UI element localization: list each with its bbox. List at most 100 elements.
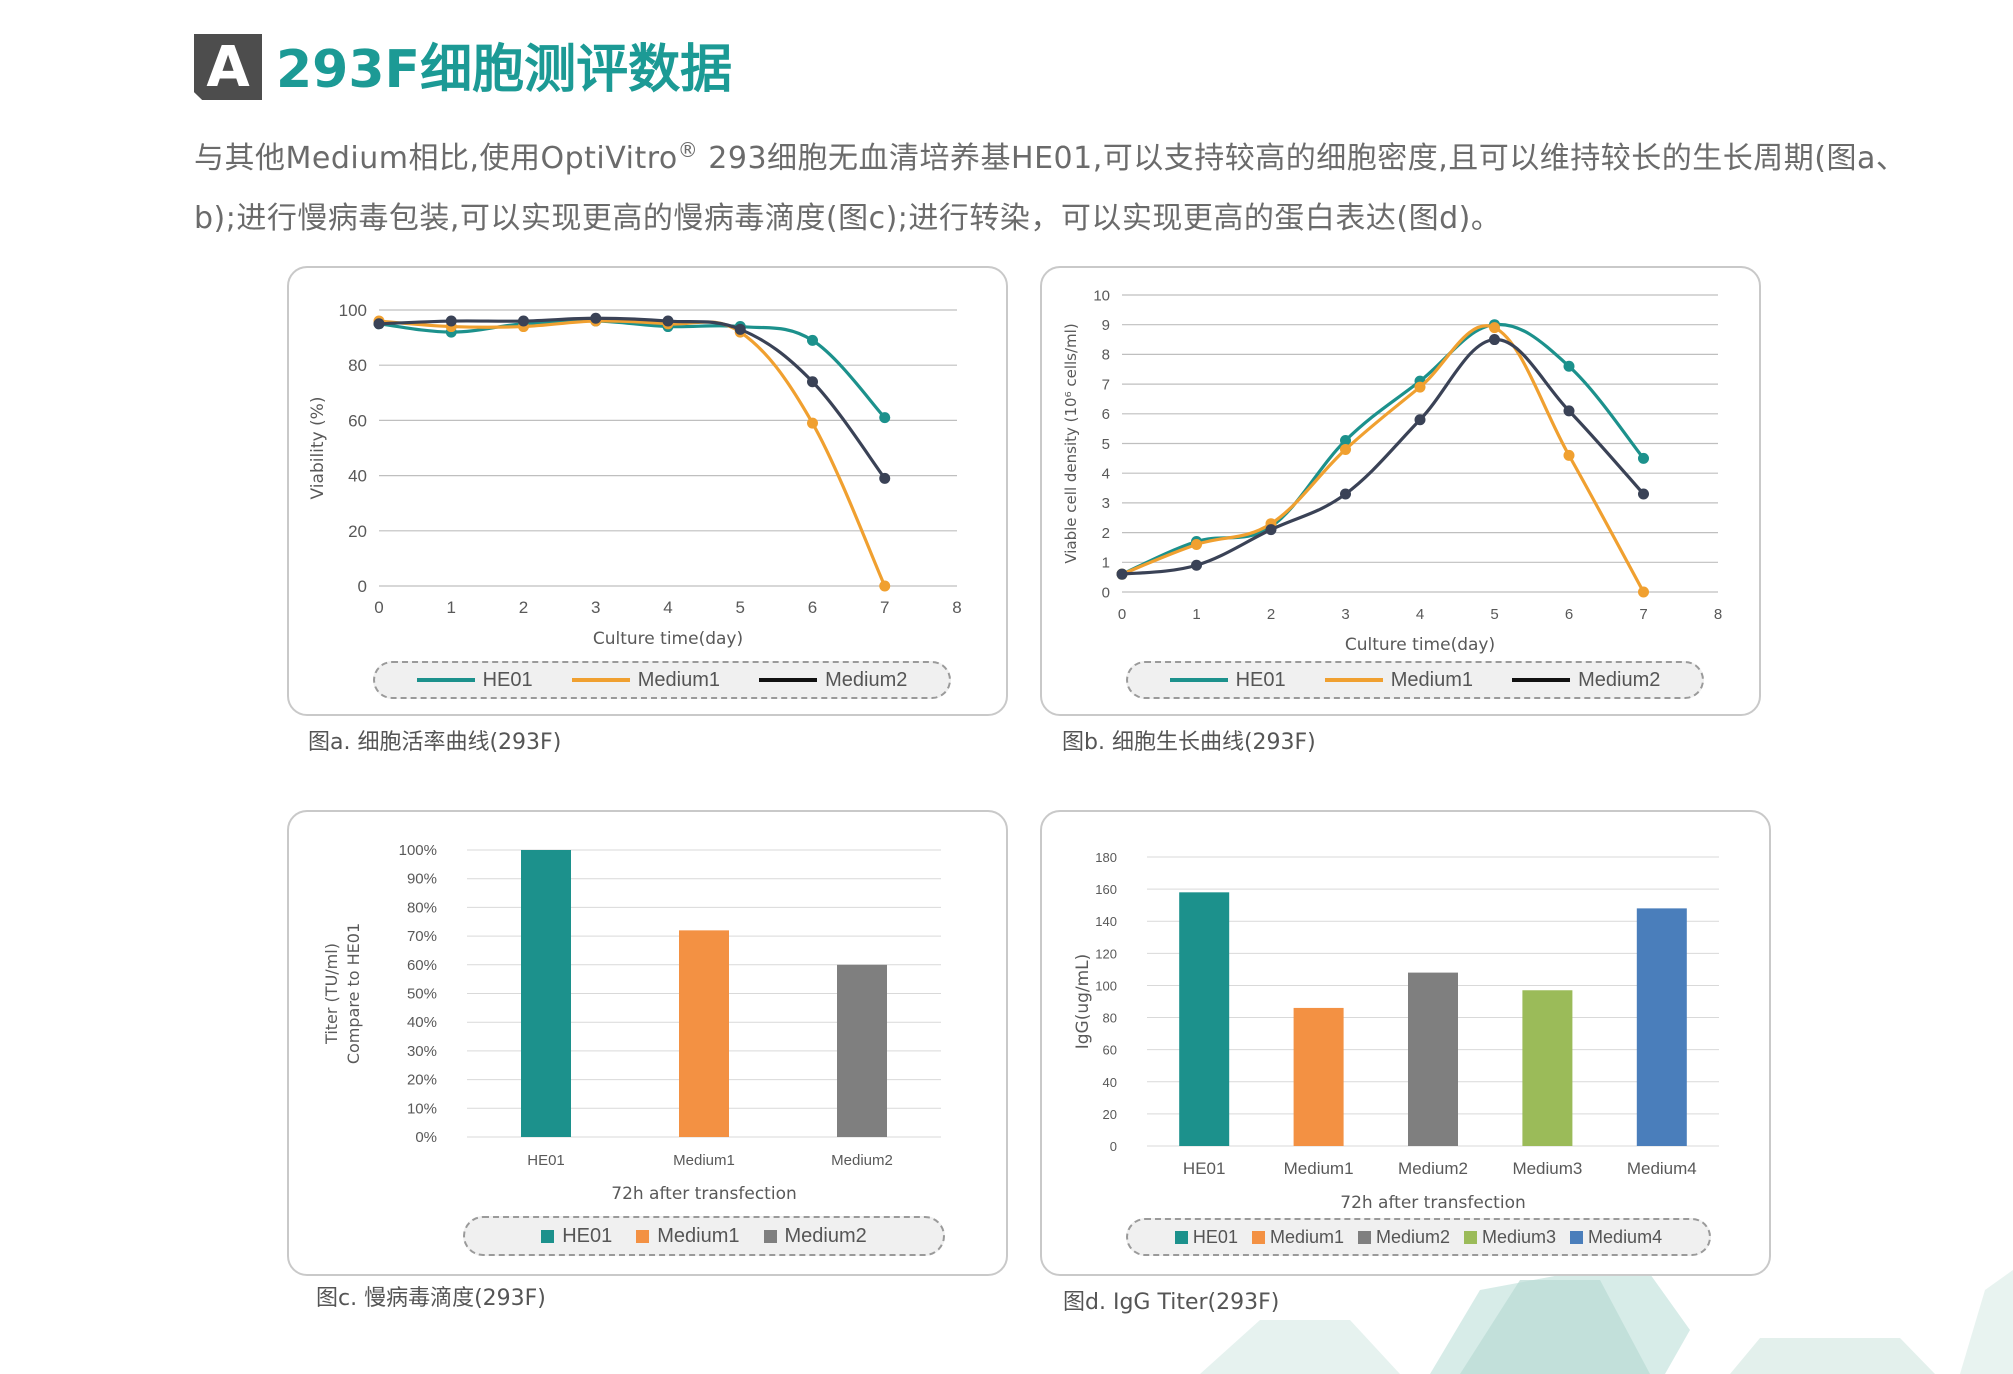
- legend-item-he01: HE01: [541, 1225, 612, 1248]
- y-tick-label: 160: [1095, 882, 1117, 897]
- data-point-medium2: [445, 315, 457, 327]
- y-tick-label: 100: [339, 301, 367, 320]
- y-tick-label: 80%: [407, 899, 437, 916]
- caption-b: 图b. 细胞生长曲线(293F): [1062, 730, 1316, 755]
- y-tick-label: 60: [348, 411, 367, 430]
- data-point-he01: [1638, 452, 1649, 464]
- y-tick-label: 80: [1103, 1011, 1117, 1026]
- chart-a-legend: HE01 Medium1 Medium2: [373, 661, 951, 699]
- y-axis-title: Compare to HE01: [344, 923, 363, 1064]
- x-tick-label: 0: [1118, 606, 1126, 623]
- data-point-medium2: [662, 315, 674, 327]
- data-point-medium2: [734, 323, 746, 335]
- data-point-medium2: [1489, 334, 1500, 346]
- data-point-medium1: [1563, 449, 1575, 461]
- legend-item-medium1: Medium1: [1251, 1227, 1344, 1248]
- chart-d-svg: 0 20 40 60 80 100 120 140 160 180 HE01 Medium1 Mediu…: [1073, 850, 1719, 1213]
- chart-panel-d: 0 20 40 60 80 100 120 140 160 180 HE01 Medium1 Mediu…: [1040, 810, 1771, 1276]
- y-tick-label: 0: [358, 577, 367, 596]
- legend-item-medium2: Medium2: [759, 669, 907, 692]
- bar-medium1: [679, 930, 729, 1137]
- y-tick-label: 60%: [407, 957, 437, 974]
- chart-d-legend: HE01 Medium1 Medium2 Medium3 Medium4: [1126, 1218, 1711, 1256]
- data-point-medium2: [1340, 488, 1351, 500]
- y-tick-label: 70%: [407, 928, 437, 945]
- data-point-medium1: [879, 580, 891, 592]
- decorative-hexagon: [1730, 1338, 1935, 1374]
- y-tick-label: 30%: [407, 1043, 437, 1060]
- y-tick-label: 40: [348, 467, 367, 486]
- section-badge: A: [194, 34, 262, 100]
- data-point-he01: [807, 334, 818, 346]
- x-tick-label: 6: [1565, 606, 1573, 623]
- data-point-medium2: [1191, 559, 1202, 571]
- y-axis-title: IgG(ug/mL): [1073, 954, 1093, 1050]
- data-point-medium2: [1638, 488, 1649, 500]
- legend-item-medium2: Medium2: [1357, 1227, 1450, 1248]
- y-tick-label: 9: [1102, 317, 1110, 334]
- caption-a: 图a. 细胞活率曲线(293F): [308, 730, 562, 755]
- caption-c: 图c. 慢病毒滴度(293F): [316, 1286, 546, 1311]
- legend-item-he01: HE01: [1169, 669, 1286, 692]
- x-tick-label: 5: [1490, 606, 1498, 623]
- y-axis-title: Titer (TU/ml): [322, 943, 341, 1045]
- data-point-medium2: [1265, 524, 1277, 536]
- chart-b-svg: 0 1 2 3 4 5 6 7 8 9 10 0 1 2 3 4 5 6 7 8 Culture time(day) Vi…: [1062, 287, 1722, 655]
- x-category-label: HE01: [1183, 1159, 1226, 1178]
- y-tick-label: 8: [1102, 347, 1110, 364]
- y-tick-label: 180: [1095, 850, 1117, 865]
- page-title: 293F细胞测评数据: [276, 40, 733, 100]
- x-category-label: Medium1: [673, 1152, 735, 1169]
- x-axis-title: 72h after transfection: [611, 1184, 797, 1204]
- legend-item-medium1: Medium1: [636, 1225, 740, 1248]
- x-category-label: Medium1: [1284, 1159, 1354, 1178]
- decorative-hexagon: [1460, 1280, 1650, 1374]
- x-category-label: HE01: [527, 1152, 565, 1169]
- chart-c-svg: 0% 10% 20% 30% 40% 50% 60% 70% 80% 90% 100% HE01 Med…: [322, 842, 941, 1204]
- legend-item-medium1: Medium1: [571, 669, 720, 692]
- legend-item-he01: HE01: [1174, 1227, 1238, 1248]
- data-point-medium2: [518, 315, 529, 327]
- intro-paragraph: 与其他Medium相比,使用OptiVitro® 293细胞无血清培养基HE01…: [194, 120, 1914, 249]
- decorative-hexagon: [1200, 1320, 1400, 1374]
- y-tick-label: 2: [1102, 525, 1110, 542]
- x-tick-label: 0: [374, 598, 383, 617]
- data-point-medium1: [1638, 586, 1649, 598]
- data-point-medium1: [1489, 322, 1500, 334]
- y-tick-label: 10%: [407, 1100, 437, 1117]
- decorative-hexagon: [1960, 1270, 2013, 1374]
- x-tick-label: 3: [1341, 606, 1349, 623]
- decorative-hexagon: [1430, 1260, 1690, 1374]
- y-tick-label: 20: [1103, 1107, 1117, 1122]
- data-point-medium2: [1116, 568, 1128, 580]
- x-tick-label: 4: [663, 598, 672, 617]
- y-tick-label: 5: [1102, 436, 1110, 453]
- bar-he01: [1179, 892, 1230, 1146]
- chart-b-legend: HE01 Medium1 Medium2: [1126, 661, 1704, 699]
- data-point-medium2: [879, 472, 891, 484]
- y-tick-label: 90%: [407, 871, 437, 888]
- bar-medium2: [1408, 972, 1458, 1146]
- data-point-medium2: [807, 376, 818, 388]
- data-point-he01: [1563, 360, 1575, 372]
- bar-medium2: [837, 964, 887, 1137]
- chart-panel-b: 0 1 2 3 4 5 6 7 8 9 10 0 1 2 3 4 5 6 7 8 Culture time(day) Vi…: [1040, 266, 1761, 716]
- legend-item-medium1: Medium1: [1324, 669, 1473, 692]
- caption-d: 图d. IgG Titer(293F): [1063, 1290, 1280, 1315]
- legend-item-he01: HE01: [416, 669, 533, 692]
- y-tick-label: 50%: [407, 986, 437, 1003]
- x-tick-label: 4: [1416, 606, 1424, 623]
- y-tick-label: 3: [1102, 495, 1110, 512]
- y-tick-label: 120: [1095, 946, 1117, 961]
- x-tick-label: 6: [808, 598, 817, 617]
- data-point-medium2: [373, 318, 385, 330]
- y-tick-label: 1: [1102, 555, 1110, 572]
- x-axis-title: Culture time(day): [1345, 635, 1495, 655]
- x-tick-label: 1: [1192, 606, 1200, 623]
- y-tick-label: 40: [1103, 1075, 1117, 1090]
- data-point-medium2: [590, 312, 602, 324]
- x-axis-title: 72h after transfection: [1340, 1193, 1526, 1213]
- x-tick-label: 8: [1714, 606, 1722, 623]
- y-tick-label: 20%: [407, 1072, 437, 1089]
- x-tick-label: 7: [880, 598, 889, 617]
